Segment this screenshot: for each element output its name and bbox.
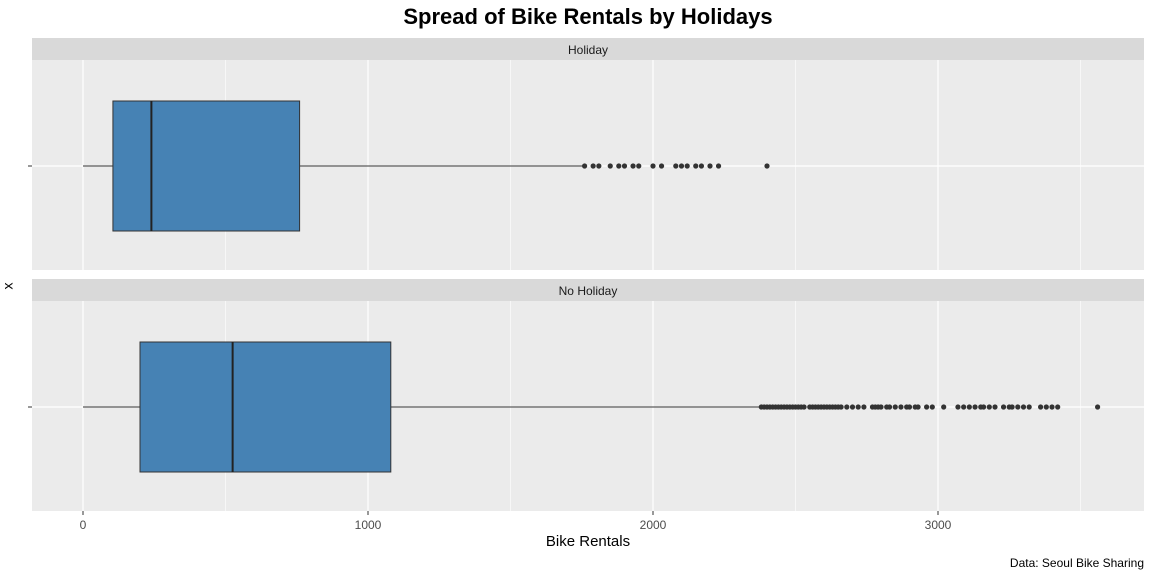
x-tick-label: 3000	[925, 518, 952, 532]
outlier-point	[961, 404, 967, 410]
outlier-point	[929, 404, 935, 410]
outlier-point	[582, 163, 588, 169]
x-tick-label: 2000	[640, 518, 667, 532]
strip-no-holiday	[32, 279, 1144, 301]
outlier-point	[886, 404, 893, 410]
strip-label-no-holiday: No Holiday	[559, 284, 618, 298]
outlier-point	[764, 163, 770, 169]
outlier-point	[1020, 404, 1027, 410]
outlier-point	[838, 404, 844, 410]
outlier-point	[1043, 404, 1049, 410]
outlier-point	[621, 163, 628, 169]
box-no-holiday	[139, 341, 392, 473]
outlier-point	[1049, 404, 1055, 410]
outlier-point	[849, 404, 856, 410]
outlier-point	[684, 163, 690, 169]
outlier-point	[941, 404, 947, 410]
x-tick-label: 1000	[355, 518, 382, 532]
outlier-point	[844, 404, 850, 410]
outlier-point	[955, 404, 961, 410]
outlier-point	[596, 163, 602, 169]
outlier-point	[861, 404, 867, 410]
outlier-point	[981, 404, 987, 410]
outlier-point	[616, 163, 622, 169]
outlier-point	[636, 163, 642, 169]
strip-holiday	[32, 38, 1144, 60]
outlier-point	[698, 163, 705, 169]
outlier-point	[1055, 404, 1061, 410]
outlier-point	[715, 163, 722, 169]
outlier-point	[630, 163, 636, 169]
outlier-point	[707, 163, 713, 169]
chart-title: Spread of Bike Rentals by Holidays	[403, 4, 773, 29]
outlier-point	[892, 404, 898, 410]
box-holiday	[112, 100, 301, 232]
x-tick-label: 0	[80, 518, 87, 532]
outlier-point	[986, 404, 992, 410]
outlier-point	[898, 404, 904, 410]
outlier-point	[906, 404, 913, 410]
outlier-point	[992, 404, 998, 410]
outlier-point	[673, 163, 679, 169]
x-axis-label: Bike Rentals	[545, 533, 631, 550]
outlier-point	[915, 404, 921, 410]
outlier-point	[590, 163, 596, 169]
y-axis-label: x	[0, 282, 16, 290]
outlier-point	[878, 404, 884, 410]
outlier-point	[1095, 404, 1101, 410]
outlier-point	[678, 163, 685, 169]
outlier-point	[1015, 404, 1021, 410]
outlier-point	[693, 163, 699, 169]
strip-label-holiday: Holiday	[568, 43, 608, 57]
outlier-point	[658, 163, 665, 169]
outlier-point	[650, 163, 656, 169]
outlier-point	[1000, 404, 1007, 410]
outlier-point	[801, 404, 807, 410]
outlier-point	[924, 404, 930, 410]
outlier-point	[855, 404, 861, 410]
outlier-point	[1026, 404, 1032, 410]
outlier-point	[1038, 404, 1044, 410]
outlier-point	[972, 404, 978, 410]
outlier-point	[966, 404, 972, 410]
outlier-point	[1009, 404, 1015, 410]
chart-caption: Data: Seoul Bike Sharing	[1009, 556, 1144, 570]
outlier-point	[607, 163, 613, 169]
